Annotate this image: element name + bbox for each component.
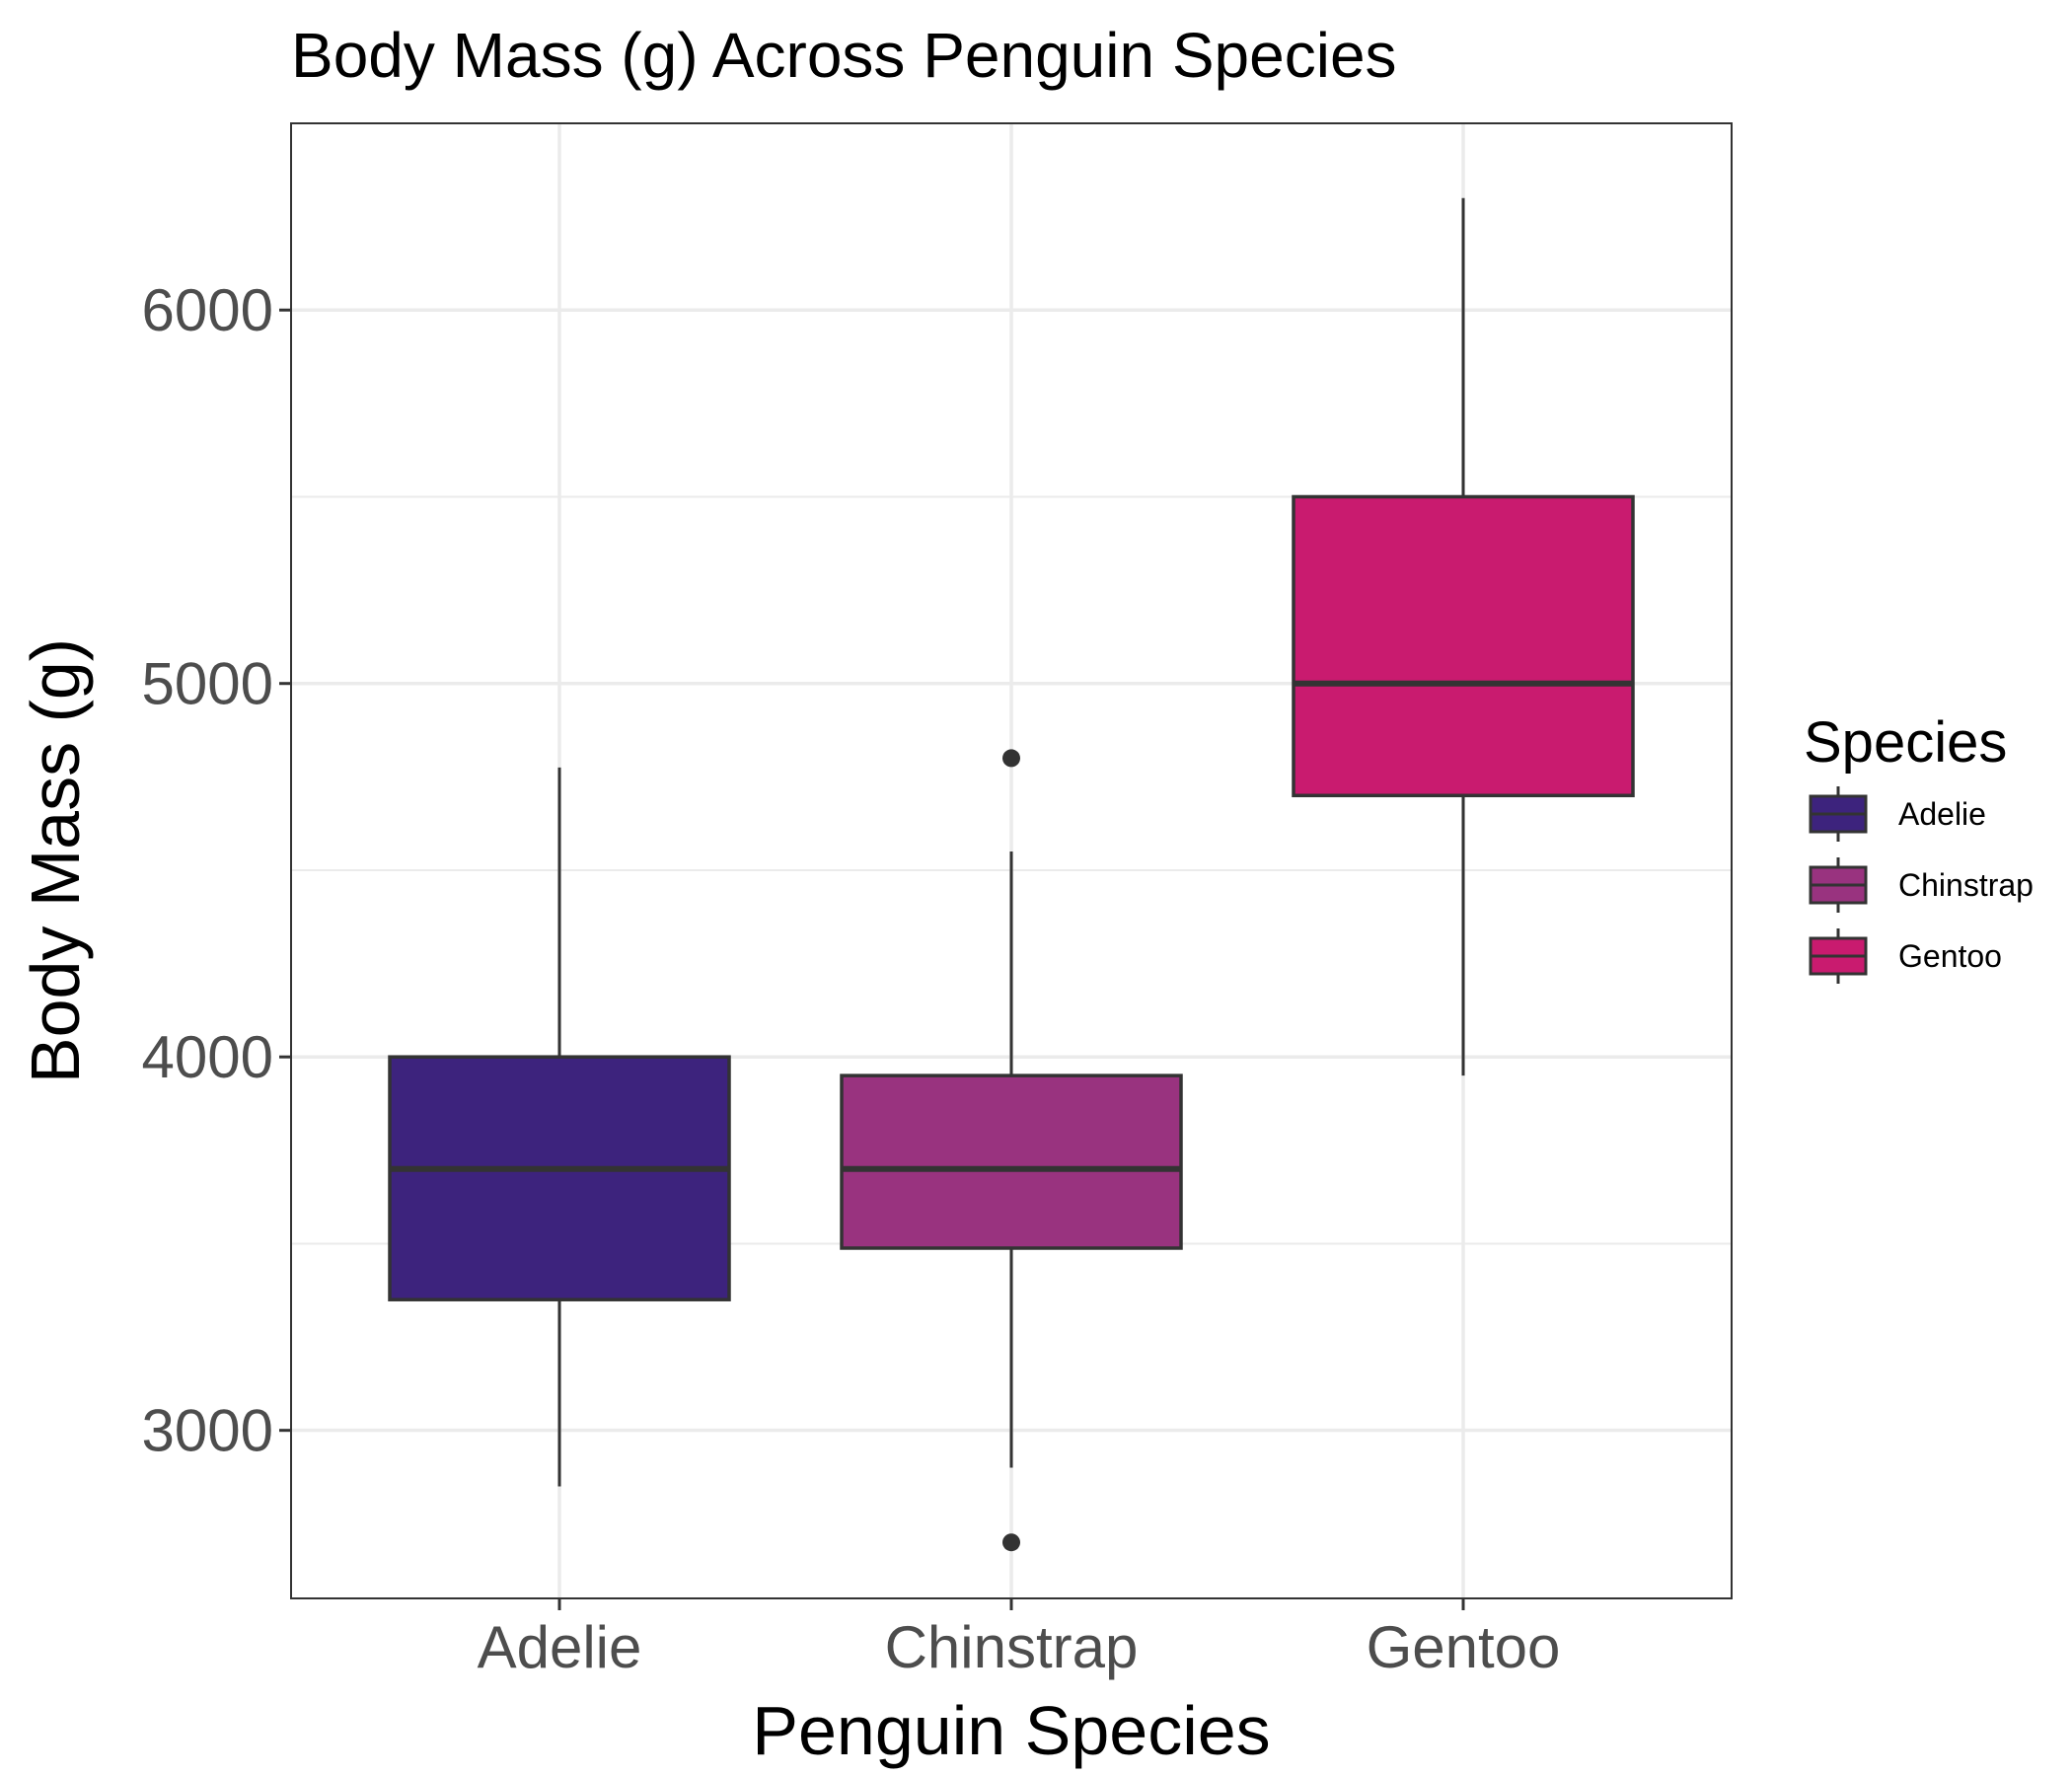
legend-title: Species xyxy=(1804,710,2007,775)
legend-item-adelie: Adelie xyxy=(1809,786,1986,842)
box-series xyxy=(388,197,1635,1552)
x-axis-title: Penguin Species xyxy=(752,1692,1270,1769)
legend-label: Adelie xyxy=(1898,796,1986,832)
x-axis: Adelie Chinstrap Gentoo xyxy=(478,1598,1561,1680)
box-group-chinstrap xyxy=(840,749,1183,1552)
x-tick-label: Adelie xyxy=(478,1614,642,1680)
box-group-adelie xyxy=(388,767,731,1487)
box-group-gentoo xyxy=(1292,197,1635,1076)
y-tick-label: 4000 xyxy=(142,1024,273,1090)
y-tick-label: 5000 xyxy=(142,651,273,717)
y-axis: 3000 4000 5000 6000 xyxy=(142,277,291,1464)
legend: Species Adelie Chinstrap Gentoo xyxy=(1804,710,2034,984)
legend-label: Gentoo xyxy=(1898,938,2002,974)
y-axis-title: Body Mass (g) xyxy=(17,638,94,1083)
x-tick-label: Chinstrap xyxy=(885,1614,1139,1680)
y-tick-label: 6000 xyxy=(142,277,273,343)
chart-title: Body Mass (g) Across Penguin Species xyxy=(291,20,1397,91)
outlier-point xyxy=(1002,1533,1020,1552)
iqr-box xyxy=(388,1055,731,1301)
legend-item-chinstrap: Chinstrap xyxy=(1809,857,2034,913)
x-tick-label: Gentoo xyxy=(1367,1614,1561,1680)
outlier-point xyxy=(1002,749,1020,768)
iqr-box xyxy=(1292,494,1635,798)
legend-label: Chinstrap xyxy=(1898,867,2034,903)
legend-item-gentoo: Gentoo xyxy=(1809,928,2002,984)
y-tick-label: 3000 xyxy=(142,1398,273,1464)
iqr-box xyxy=(840,1073,1183,1250)
plot-panel xyxy=(290,122,1733,1599)
